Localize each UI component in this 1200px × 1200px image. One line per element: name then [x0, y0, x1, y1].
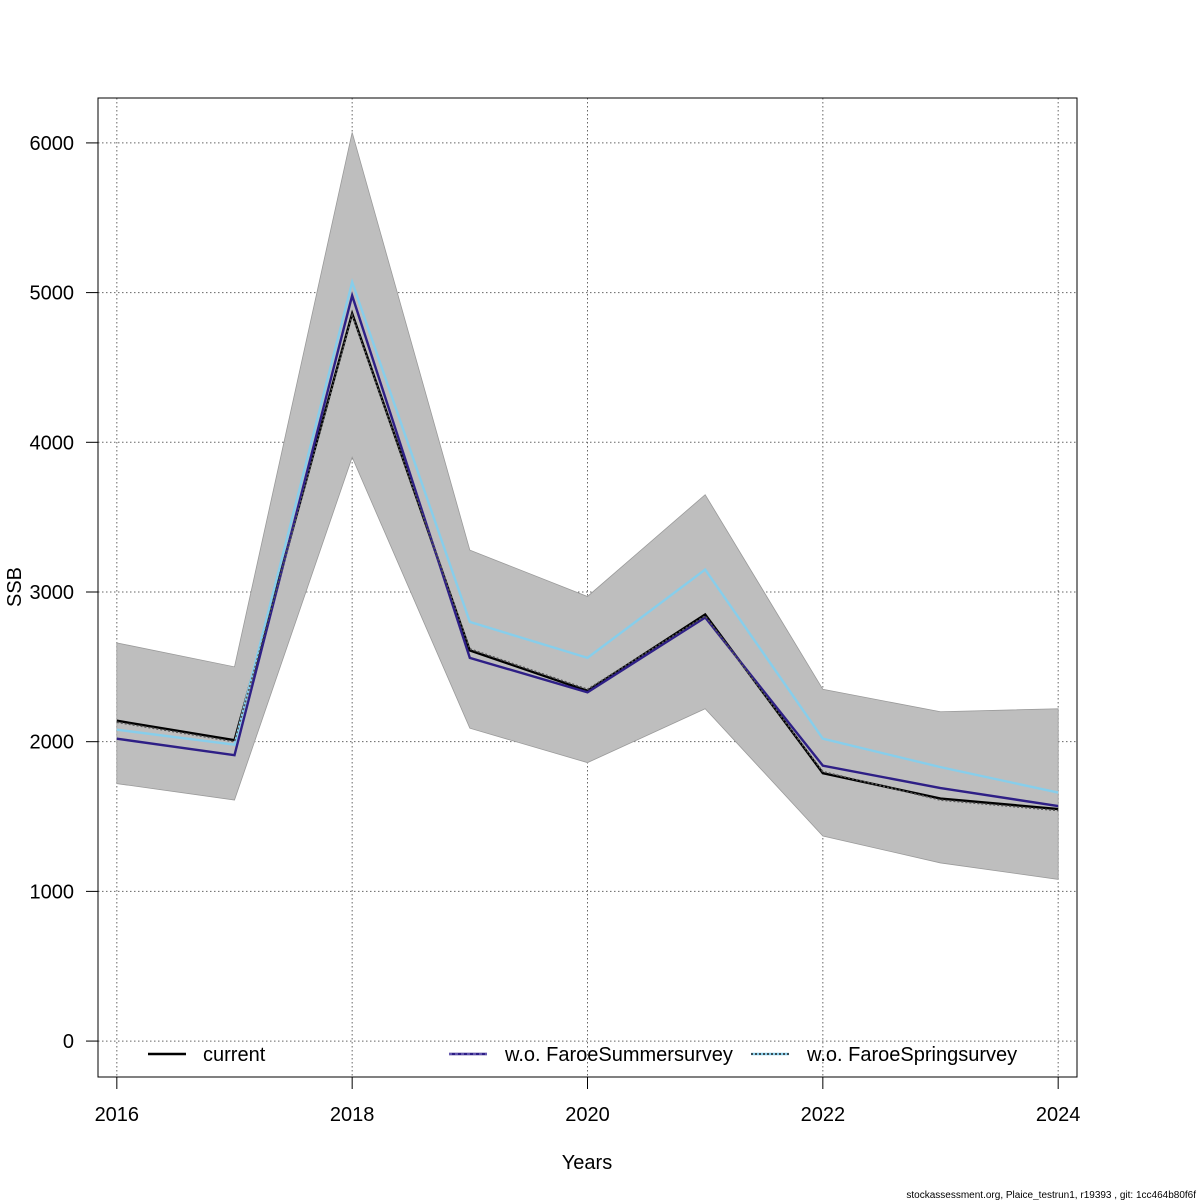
y-tick-label-0: 0	[63, 1031, 74, 1053]
y-tick-label-1000: 1000	[30, 881, 75, 903]
legend: current w.o. FaroeSummersurvey w.o. FaroeS…	[148, 1044, 1017, 1066]
legend-entry-w-o-faroesummersurvey-label: w.o. FaroeSummersurvey	[504, 1044, 733, 1066]
x-axis-title: Years	[562, 1152, 612, 1174]
y-axis-title: SSB	[4, 567, 26, 607]
x-tick-label-2016: 2016	[95, 1104, 140, 1126]
y-tick-label-2000: 2000	[30, 732, 75, 754]
y-axis: 0 1000 2000 3000 4000 5000 6000	[30, 133, 98, 1053]
confidence-band-group	[116, 132, 1059, 880]
x-axis: 2016 2018 2020 2022 2024	[95, 1077, 1081, 1126]
series-line-w-o-faroespringsurvey	[116, 277, 1059, 794]
x-tick-label-2020: 2020	[565, 1104, 610, 1126]
grid-lines	[98, 98, 1077, 1077]
confidence-band	[116, 132, 1059, 880]
x-tick-label-2018: 2018	[330, 1104, 375, 1126]
series-line-current-dotted-overlay	[116, 312, 1059, 812]
series-lines-group	[116, 277, 1059, 812]
legend-entry-current-label: current	[203, 1044, 266, 1066]
y-tick-label-4000: 4000	[30, 432, 75, 454]
y-tick-label-6000: 6000	[30, 133, 75, 155]
footer-credit: stockassessment.org, Plaice_testrun1, r1…	[906, 1190, 1196, 1200]
y-tick-label-5000: 5000	[30, 283, 75, 305]
x-tick-label-2022: 2022	[801, 1104, 846, 1126]
x-tick-label-2024: 2024	[1036, 1104, 1081, 1126]
y-tick-label-3000: 3000	[30, 582, 75, 604]
legend-entry-w-o-faroespringsurvey-label: w.o. FaroeSpringsurvey	[806, 1044, 1017, 1066]
